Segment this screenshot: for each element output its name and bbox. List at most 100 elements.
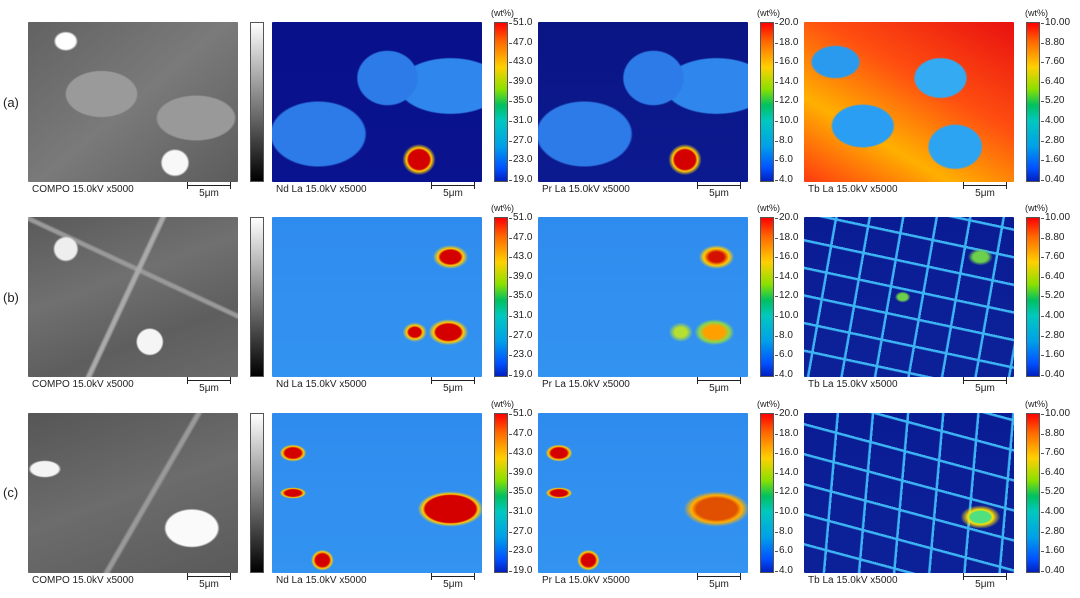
- tick-label: 4.0: [775, 174, 813, 185]
- tick-label: 7.60: [1041, 57, 1079, 67]
- tick-label: 51.0: [509, 18, 547, 28]
- tick-label: 35.0: [509, 487, 547, 497]
- pr-map-image: [538, 22, 748, 182]
- unit-label: (wt%): [491, 8, 514, 18]
- nd-colorbar: [494, 217, 508, 377]
- tick-label: 8.80: [1041, 37, 1079, 48]
- tick-label: 23.0: [509, 350, 547, 360]
- unit-label: (wt%): [1025, 8, 1048, 18]
- tick-label: 47.0: [509, 232, 547, 243]
- tb-colorbar: [1026, 22, 1040, 182]
- scale-bar: 5μm: [960, 182, 1010, 200]
- unit-label: (wt%): [491, 203, 514, 213]
- tick-label: 20.0: [775, 213, 813, 223]
- tick-label: 39.0: [509, 467, 547, 478]
- tick-label: 39.0: [509, 271, 547, 282]
- tick-label: 18.0: [775, 428, 813, 439]
- scale-bar: 5μm: [694, 377, 744, 395]
- pr-tick-labels: 20.0 18.0 16.0 14.0 12.0 10.0 8.0 6.0 4.0: [775, 213, 813, 381]
- tick-label: 43.0: [509, 448, 547, 458]
- tick-label: 31.0: [509, 311, 547, 321]
- scale-bar: 5μm: [428, 573, 478, 591]
- tb-map-caption: Tb La 15.0kV x5000: [808, 379, 898, 390]
- tb-colorbar: [1026, 217, 1040, 377]
- scale-bar-label: 5μm: [709, 188, 729, 199]
- tick-label: 8.0: [775, 526, 813, 537]
- scale-bar: 5μm: [428, 377, 478, 395]
- tick-label: 35.0: [509, 291, 547, 301]
- tick-label: 5.20: [1041, 487, 1079, 497]
- scale-bar-label: 5μm: [975, 188, 995, 199]
- tick-label: 2.80: [1041, 526, 1079, 537]
- pr-colorbar: [760, 413, 774, 573]
- tick-label: 1.60: [1041, 546, 1079, 556]
- tick-label: 0.40: [1041, 565, 1079, 576]
- tb-tick-labels: 10.00 8.80 7.60 6.40 5.20 4.00 2.80 1.60 0.40: [1041, 409, 1079, 577]
- scale-bar-line: [431, 377, 475, 384]
- scale-bar-line: [187, 377, 231, 384]
- compo-image: [28, 22, 238, 182]
- unit-label: (wt%): [491, 399, 514, 409]
- compo-caption: COMPO 15.0kV x5000: [32, 379, 134, 390]
- scale-bar-line: [697, 182, 741, 189]
- scale-bar-line: [963, 377, 1007, 384]
- nd-colorbar: [494, 413, 508, 573]
- scale-bar-label: 5μm: [975, 579, 995, 590]
- tick-label: 10.00: [1041, 213, 1079, 223]
- scale-bar-label: 5μm: [975, 383, 995, 394]
- tick-label: 10.0: [775, 311, 813, 321]
- tick-label: 18.0: [775, 37, 813, 48]
- tick-label: 14.0: [775, 467, 813, 478]
- tb-tick-labels: 10.00 8.80 7.60 6.40 5.20 4.00 2.80 1.60 0.40: [1041, 18, 1079, 186]
- scale-bar-label: 5μm: [199, 579, 219, 590]
- nd-map-image: [272, 217, 482, 377]
- tick-label: 6.40: [1041, 76, 1079, 87]
- tick-label: 6.0: [775, 155, 813, 165]
- scale-bar: 5μm: [428, 182, 478, 200]
- nd-map-caption: Nd La 15.0kV x5000: [276, 575, 367, 586]
- tick-label: 4.00: [1041, 116, 1079, 126]
- tick-label: 2.80: [1041, 135, 1079, 146]
- tick-label: 8.0: [775, 135, 813, 146]
- tick-label: 20.0: [775, 409, 813, 419]
- scale-bar-line: [187, 182, 231, 189]
- tick-label: 20.0: [775, 18, 813, 28]
- compo-colorbar: [250, 22, 264, 182]
- scale-bar-label: 5μm: [443, 188, 463, 199]
- scale-bar-line: [697, 573, 741, 580]
- unit-label: (wt%): [757, 8, 780, 18]
- tick-label: 16.0: [775, 252, 813, 262]
- tb-map-image: [804, 413, 1014, 573]
- tick-label: 19.0: [509, 565, 547, 576]
- compo-caption: COMPO 15.0kV x5000: [32, 575, 134, 586]
- scale-bar-line: [963, 573, 1007, 580]
- pr-tick-labels: 20.0 18.0 16.0 14.0 12.0 10.0 8.0 6.0 4.0: [775, 18, 813, 186]
- pr-colorbar: [760, 217, 774, 377]
- tick-label: 4.0: [775, 369, 813, 380]
- tick-label: 14.0: [775, 76, 813, 87]
- tb-map-image: [804, 217, 1014, 377]
- tick-label: 47.0: [509, 428, 547, 439]
- tick-label: 39.0: [509, 76, 547, 87]
- pr-map-caption: Pr La 15.0kV x5000: [542, 184, 630, 195]
- tick-label: 7.60: [1041, 252, 1079, 262]
- tick-label: 1.60: [1041, 155, 1079, 165]
- scale-bar-label: 5μm: [199, 188, 219, 199]
- tick-label: 0.40: [1041, 369, 1079, 380]
- tick-label: 4.00: [1041, 311, 1079, 321]
- scale-bar-label: 5μm: [709, 579, 729, 590]
- compo-caption: COMPO 15.0kV x5000: [32, 184, 134, 195]
- scale-bar-line: [431, 573, 475, 580]
- tb-map-image: [804, 22, 1014, 182]
- tick-label: 27.0: [509, 526, 547, 537]
- tick-label: 10.00: [1041, 18, 1079, 28]
- nd-map-image: [272, 22, 482, 182]
- tick-label: 10.0: [775, 507, 813, 517]
- nd-map-caption: Nd La 15.0kV x5000: [276, 184, 367, 195]
- unit-label: (wt%): [757, 203, 780, 213]
- scale-bar-line: [697, 377, 741, 384]
- tick-label: 18.0: [775, 232, 813, 243]
- tick-label: 16.0: [775, 57, 813, 67]
- unit-label: (wt%): [1025, 399, 1048, 409]
- tick-label: 5.20: [1041, 96, 1079, 106]
